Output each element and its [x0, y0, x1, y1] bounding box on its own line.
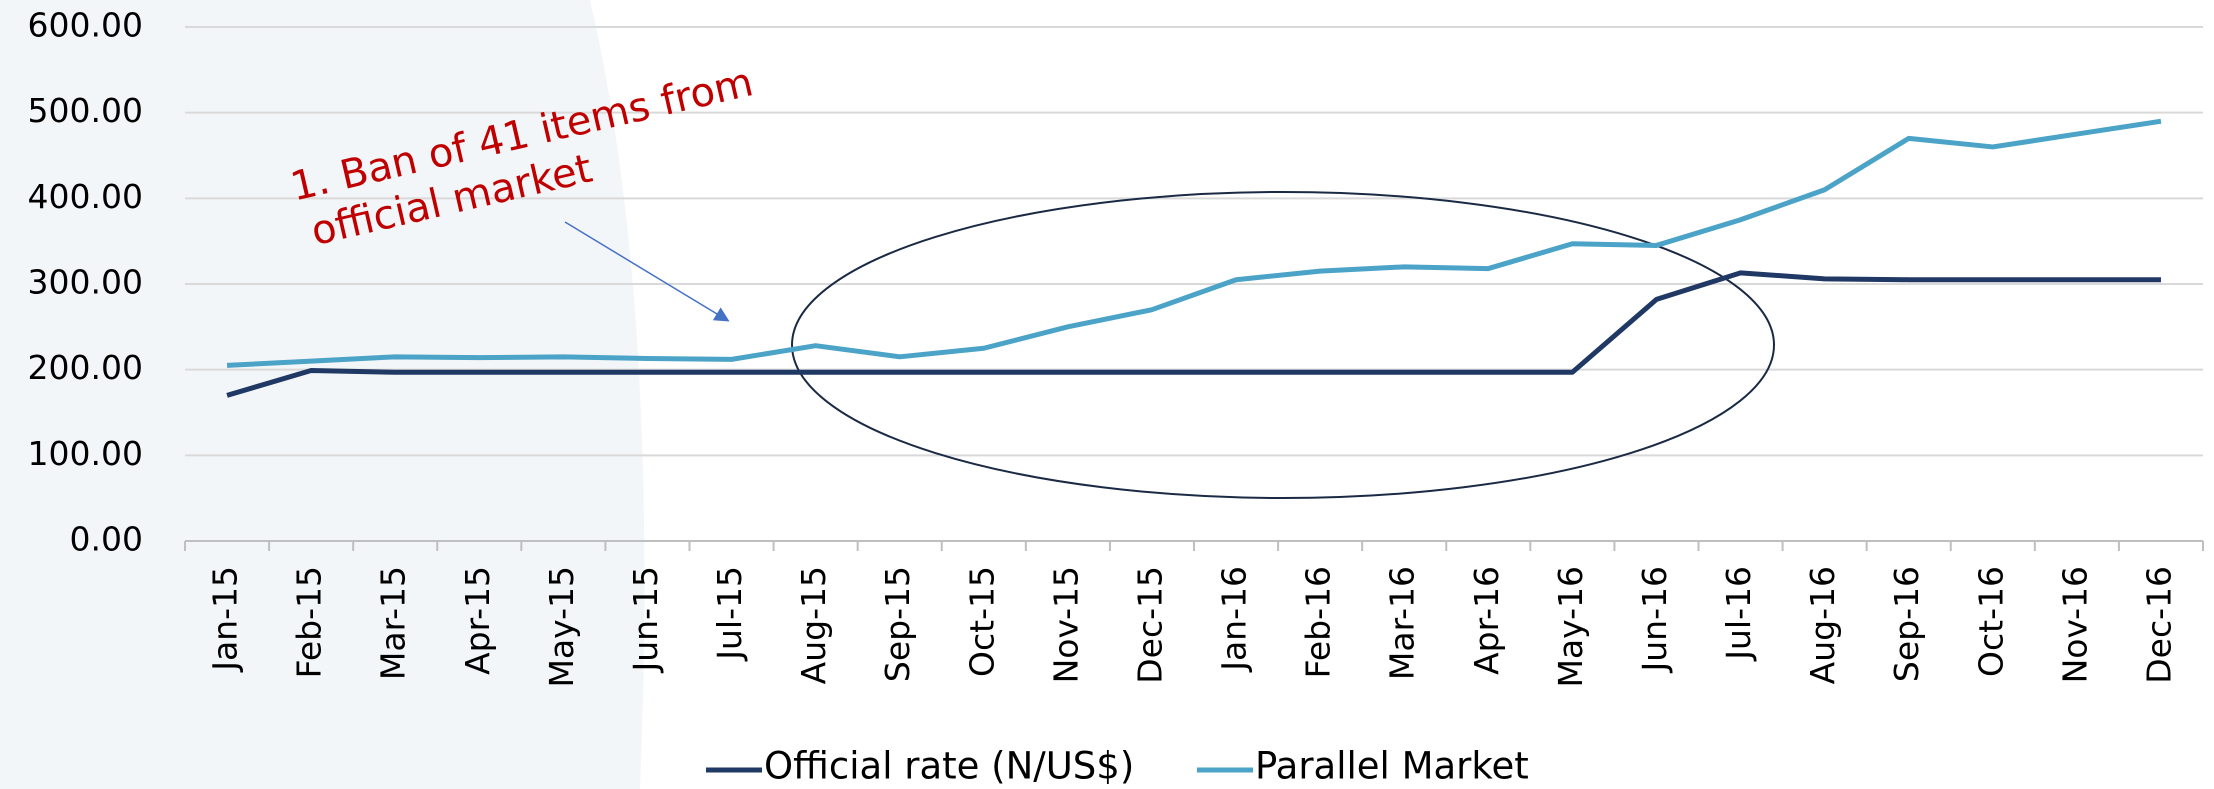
series-line — [226, 118, 2162, 368]
grid — [185, 26, 2203, 457]
y-tick-label: 100.00 — [28, 434, 143, 473]
x-tick-label: Aug-15 — [794, 566, 833, 684]
x-tick-label: Nov-16 — [2055, 566, 2094, 683]
y-tick-label: 600.00 — [28, 6, 143, 45]
x-tick-label: Mar-15 — [374, 566, 413, 680]
x-tick-label: Nov-15 — [1046, 566, 1085, 683]
x-tick-label: Apr-15 — [458, 566, 497, 675]
y-tick-label: 0.00 — [70, 520, 143, 559]
series-line — [226, 270, 2161, 398]
x-tick-label: Jan-15 — [206, 566, 245, 673]
x-tick-label: Oct-15 — [962, 566, 1001, 677]
x-tick-label: Dec-16 — [2139, 566, 2178, 684]
x-tick-label: Oct-16 — [1971, 566, 2010, 677]
x-tick-label: Jun-16 — [1635, 566, 1674, 673]
x-tick-label: Dec-15 — [1130, 566, 1169, 684]
x-tick-label: Sep-15 — [878, 566, 917, 682]
x-tick-label: Feb-15 — [290, 566, 329, 678]
x-tick-label: Sep-16 — [1887, 566, 1926, 682]
highlight-ellipse — [791, 191, 1775, 499]
x-tick-label: Jun-15 — [626, 566, 665, 673]
y-tick-label: 200.00 — [28, 348, 143, 387]
x-tick-label: Jan-16 — [1215, 566, 1254, 673]
y-tick-label: 400.00 — [28, 177, 143, 216]
legend-label: Official rate (N/US$) — [764, 745, 1134, 788]
legend-label: Parallel Market — [1255, 745, 1529, 788]
y-tick-label: 500.00 — [28, 91, 143, 130]
y-tick-label: 300.00 — [28, 263, 143, 302]
x-tick-label: Apr-16 — [1467, 566, 1506, 675]
background-panel — [0, 0, 645, 789]
x-tick-label: Jul-15 — [710, 566, 749, 662]
annotation-arrow — [564, 221, 730, 322]
x-tick-label: May-16 — [1551, 566, 1590, 688]
x-tick-label: Mar-16 — [1383, 566, 1422, 680]
x-tick-label: Jul-16 — [1719, 566, 1758, 662]
x-tick-label: May-15 — [542, 566, 581, 688]
x-tick-label: Feb-16 — [1299, 566, 1338, 678]
x-tick-label: Aug-16 — [1803, 566, 1842, 684]
